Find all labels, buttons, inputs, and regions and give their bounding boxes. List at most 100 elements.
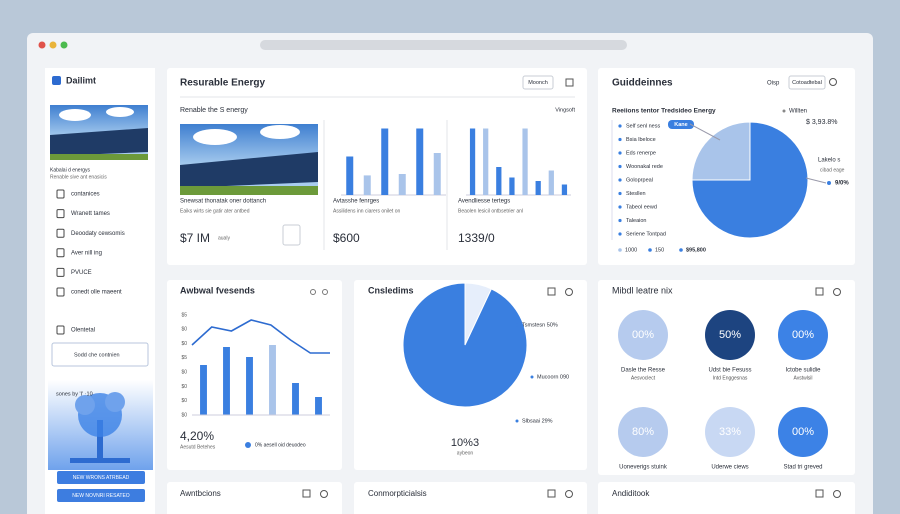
bar [398,174,406,195]
legend-title: Reeiions tentor Tredsideo Energy [612,108,716,115]
menu: Oisp [767,81,780,87]
ring-caption: Uoneverigs stuink [619,465,668,471]
legend-item: Bsia lbeloce [626,137,656,143]
dot [530,375,534,379]
nav-item: Aver nill ing [71,250,102,256]
y-tick-label: $5 [181,355,187,361]
nav-item: Wranett tames [71,211,110,217]
bar [200,365,207,415]
slice-label: Tsmstesn 50% [522,322,558,328]
legend-dot [618,232,622,236]
legend-item: Seriene Tontpad [626,231,666,237]
panel [167,482,342,514]
bar [363,175,371,195]
logo: Dailimt [66,75,96,85]
solar-image [50,105,148,160]
button-label: NEW WRONS ATRBEAD [73,475,130,481]
button-label: NEW NOVNRI RESATEO [72,493,130,499]
side-label: Lakelo s [818,158,840,164]
pie-slice [402,282,528,408]
card-value: $7 IM [180,231,210,245]
legend-dot [618,191,622,196]
line [191,319,330,354]
leader [689,123,721,141]
y-tick-label: $0 [181,412,187,418]
item-icon [56,248,65,258]
pill [668,120,694,129]
legend-item: Goloprpeal [626,177,653,183]
ring-caption: Udst bie Fesuss [708,368,751,374]
nav-section: Olentetal [71,328,95,334]
slice-label: Mucoorn 090 [537,374,569,380]
bar [535,181,541,195]
ring-label: 50% [719,329,741,341]
dot [648,248,652,252]
dot [515,419,519,423]
button[interactable] [788,75,826,90]
legend-dot [245,442,251,448]
panel-icons [302,78,841,498]
bar [246,357,253,415]
bar [269,345,276,415]
icon [310,289,316,295]
ring-caption: Aesvoclect [631,375,656,381]
bar [315,397,322,415]
dot [618,248,622,252]
foot-label: 1000 [625,247,637,253]
ring [705,407,755,457]
pie-slice [691,121,809,239]
ring-caption: Dasle the Resse [621,368,666,374]
bar [381,128,389,195]
pill-label: Kane [674,122,687,128]
active-item[interactable] [51,342,149,367]
bar [433,153,441,195]
ring-caption: Ictobe sulidie [785,368,821,374]
dot [49,41,57,49]
legend-item: 0% aesell oid deuodeo [255,442,306,448]
item-icon [56,325,65,335]
legend-dot [618,137,622,142]
dot [38,41,46,49]
ring-label: 00% [632,329,654,341]
bar [346,156,354,195]
stat-value: 10%3 [451,437,479,449]
nav-item: contanices [71,192,100,198]
button-label: Moonch [528,80,548,86]
legend-item: Stesllen [626,191,646,197]
stat-caption: Aesutd Betehes [180,444,216,450]
item-icon [56,189,65,199]
icon [322,289,328,295]
button-label: Cotoadtebal [792,80,822,86]
y-tick-label: $0 [181,341,187,347]
icon-box[interactable] [282,224,301,246]
panel-title: Cnsledims [368,285,414,295]
nav-item: PVUCE [71,270,92,276]
dot [60,41,68,49]
bar [483,128,489,195]
bar [469,128,476,195]
ring [618,407,668,457]
tree-image [48,380,153,470]
stat-value: 4,20% [180,429,214,443]
panel-title: Awbwal fvesends [180,285,255,295]
nav-item: Sodd che contnien [74,352,120,358]
panel-title: Awntbcions [180,489,221,498]
item-icon [56,228,65,238]
legend-item: Tabeol eewd [626,204,657,210]
ring [705,310,755,360]
panel [167,68,587,265]
y-tick-label: $0 [181,369,187,375]
button[interactable] [57,471,145,484]
y-tick-label: $0 [181,327,187,333]
legend-dot [618,124,622,128]
legend-dot [618,218,622,223]
legend-item: Taleaion [626,218,647,224]
ring-label: 33% [719,426,741,438]
ring-label: 00% [792,329,814,341]
button[interactable] [57,489,145,502]
bar [522,128,528,195]
button[interactable] [522,75,554,90]
panel-title: Mibdl leatre nix [612,285,673,295]
card-text: Assilidens inn ciarers onilet on [333,208,400,214]
